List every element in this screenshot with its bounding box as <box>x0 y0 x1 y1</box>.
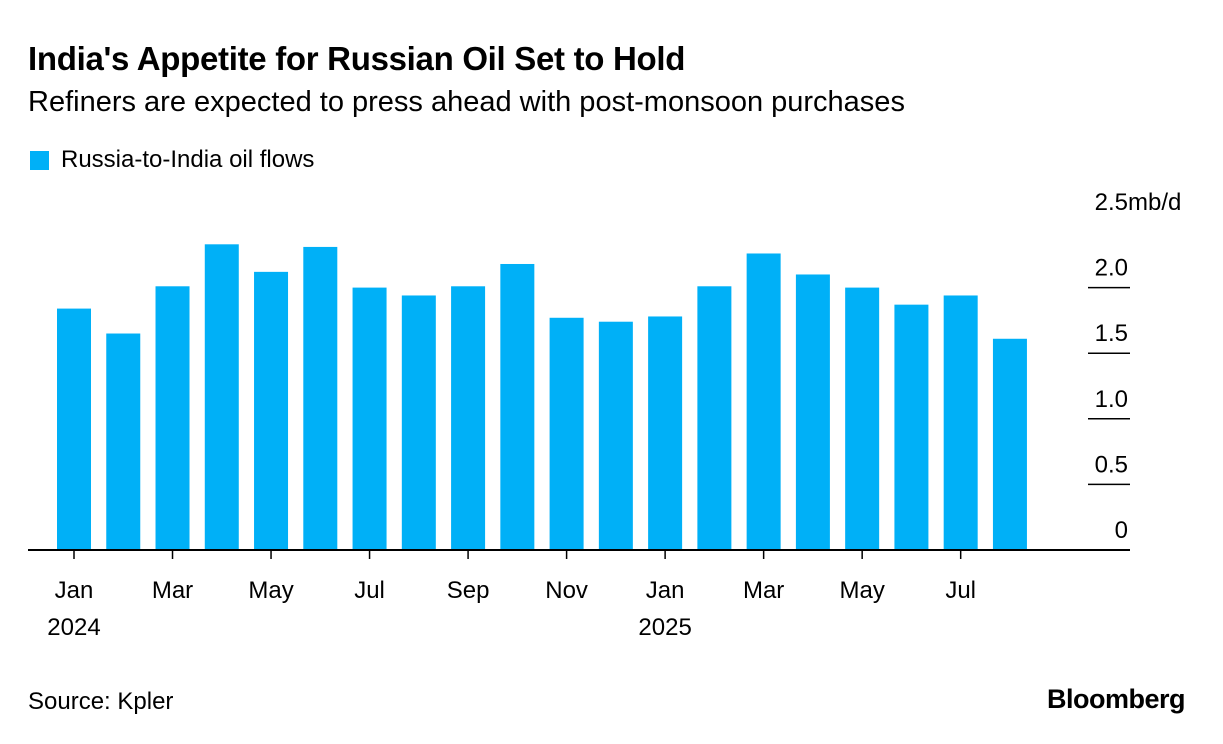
x-year-label: 2024 <box>47 614 100 641</box>
bar <box>894 304 929 550</box>
chart-title: India's Appetite for Russian Oil Set to … <box>28 40 686 77</box>
y-tick-label: 1.5 <box>1095 320 1128 347</box>
bar <box>648 316 683 550</box>
y-unit-label: mb/d <box>1128 189 1181 216</box>
bar <box>549 317 584 550</box>
bar <box>598 321 633 550</box>
x-tick-label: May <box>248 577 293 604</box>
bar <box>254 271 289 550</box>
source-note: Source: Kpler <box>28 688 174 715</box>
legend: Russia-to-India oil flows <box>30 146 314 174</box>
chart-subtitle: Refiners are expected to press ahead wit… <box>28 86 905 118</box>
bar <box>697 286 732 550</box>
y-tick-label: 0 <box>1115 517 1128 544</box>
x-tick-label: Sep <box>447 577 490 604</box>
bar <box>795 274 830 550</box>
y-tick-label: 1.0 <box>1095 386 1128 413</box>
x-tick-label: Jul <box>354 577 385 604</box>
bar <box>204 244 239 550</box>
bar <box>401 295 436 550</box>
y-tick-label: 0.5 <box>1095 451 1128 478</box>
x-tick-label: May <box>839 577 884 604</box>
bar <box>106 333 141 550</box>
bar <box>352 287 387 550</box>
x-tick-label: Jan <box>55 577 94 604</box>
bar <box>155 286 190 550</box>
bar <box>57 308 91 550</box>
legend-swatch <box>30 150 49 170</box>
x-year-label: 2025 <box>638 614 691 641</box>
bar <box>746 253 781 550</box>
x-tick-label: Mar <box>152 577 193 604</box>
bar <box>845 287 880 550</box>
bar <box>303 246 338 551</box>
y-tick-label: 2.0 <box>1095 255 1128 282</box>
x-tick-label: Jul <box>945 577 976 604</box>
x-tick-label: Mar <box>743 577 784 604</box>
x-tick-label: Nov <box>545 577 588 604</box>
y-tick-label: 2.5 <box>1095 189 1128 216</box>
legend-label: Russia-to-India oil flows <box>61 146 315 173</box>
bar <box>943 295 978 550</box>
bar <box>992 338 1027 550</box>
bar <box>500 263 535 550</box>
bloomberg-logo: Bloomberg <box>1046 684 1186 714</box>
bar <box>451 286 486 550</box>
x-tick-label: Jan <box>646 577 685 604</box>
